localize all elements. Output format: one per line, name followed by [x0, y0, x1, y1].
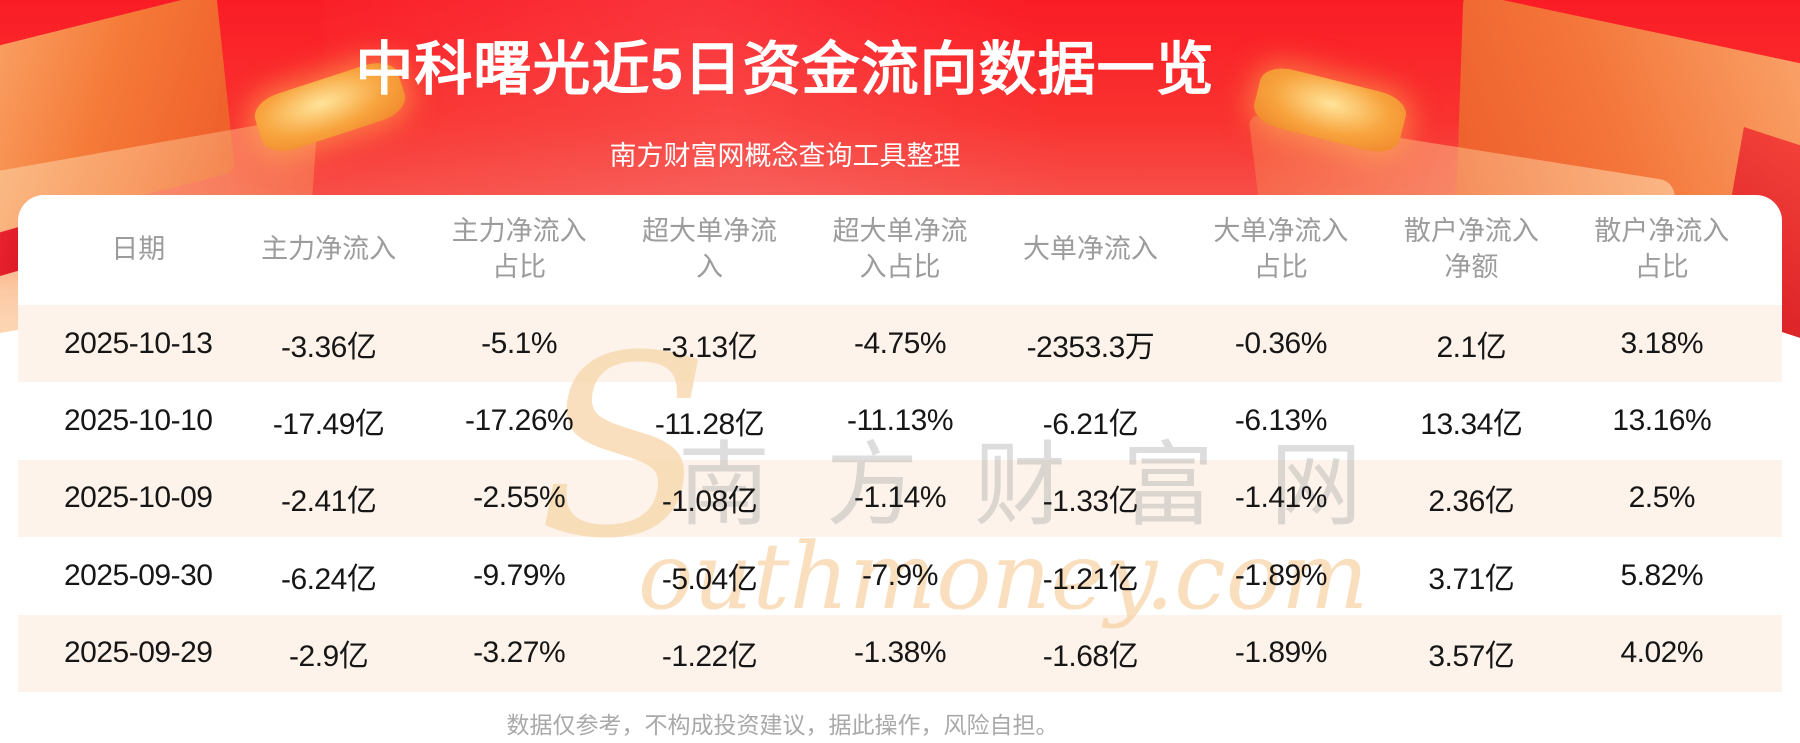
table-row: 2025-10-09 -2.41亿 -2.55% -1.08亿 -1.14% -…	[18, 459, 1782, 538]
cell-value: 3.57亿	[1428, 640, 1515, 674]
cell-value: -6.24亿	[280, 562, 377, 596]
column-header-large-order-net-inflow-ratio: 大单净流入 占比	[1213, 216, 1349, 282]
cell-value: -7.9%	[862, 558, 938, 592]
cell-value: -2.9亿	[289, 640, 369, 674]
cell-value: 4.02%	[1620, 636, 1704, 670]
cell-date: 2025-09-29	[63, 636, 213, 670]
column-header-main-net-inflow: 主力净流入	[261, 234, 397, 265]
cell-value: -1.89%	[1234, 558, 1328, 592]
footer: 数据仅参考，不构成投资建议，据此操作，风险自担。	[0, 706, 1565, 740]
cell-value: -1.68亿	[1042, 640, 1139, 674]
cell-value: -17.49亿	[272, 408, 385, 442]
cell-value: -17.26%	[464, 404, 574, 438]
cell-value: -5.04亿	[661, 562, 758, 596]
table-header-row: 日期 主力净流入 主力净流入 占比 超大单净流 入 超大单净流 入占比 大单净流…	[43, 195, 1757, 305]
cell-value: -3.36亿	[280, 330, 377, 364]
column-header-retail-net-inflow-ratio: 散户净流入 占比	[1594, 216, 1730, 282]
cell-date: 2025-10-09	[63, 481, 213, 515]
cell-value: -1.33亿	[1042, 485, 1139, 519]
cell-value: -3.27%	[473, 636, 566, 670]
cell-value: -11.28亿	[654, 408, 765, 442]
column-header-retail-net-inflow: 散户净流入 净额	[1403, 216, 1539, 282]
cell-value: -6.21亿	[1042, 408, 1139, 442]
cell-date: 2025-10-13	[63, 326, 213, 360]
fund-flow-table-card: S 南方财富网 outhmoney.com 日期 主力净流入 主力净流入 占比 …	[18, 195, 1782, 693]
table-row: 2025-10-10 -17.49亿 -17.26% -11.28亿 -11.1…	[43, 382, 1757, 459]
cell-value: -1.21亿	[1042, 562, 1139, 596]
banner-highlight-decoration	[324, 0, 1224, 224]
cell-value: -2.55%	[473, 481, 566, 515]
table-row: 2025-09-30 -6.24亿 -9.79% -5.04亿 -7.9% -1…	[43, 537, 1757, 614]
table-row: 2025-10-13 -3.36亿 -5.1% -3.13亿 -4.75% -2…	[18, 305, 1782, 383]
cell-value: 2.5%	[1628, 481, 1696, 515]
cell-value: -1.14%	[853, 481, 947, 515]
cell-value: 3.71亿	[1428, 562, 1515, 596]
cell-value: -11.13%	[846, 404, 954, 438]
cell-value: 3.18%	[1620, 326, 1704, 360]
page-subtitle: 南方财富网概念查询工具整理	[609, 141, 961, 171]
cell-value: -1.89%	[1234, 636, 1328, 670]
banner-text-block: 中科曙光近5日资金流向数据一览 南方财富网概念查询工具整理	[0, 22, 1570, 173]
cell-value: -3.13亿	[661, 330, 758, 364]
cell-value: -0.36%	[1234, 326, 1328, 360]
cell-value: -2353.3万	[1026, 330, 1155, 364]
cell-value: -1.22亿	[661, 640, 758, 674]
cell-value: -1.38%	[853, 636, 947, 670]
cell-value: 13.16%	[1612, 404, 1712, 438]
cell-value: -4.75%	[853, 326, 947, 360]
table-row: 2025-09-29 -2.9亿 -3.27% -1.22亿 -1.38% -1…	[18, 614, 1782, 693]
cell-value: -5.1%	[481, 326, 558, 360]
column-header-xl-order-net-inflow-ratio: 超大单净流 入占比	[832, 216, 968, 282]
cell-value: -1.08亿	[661, 485, 758, 519]
cell-value: 5.82%	[1620, 558, 1704, 592]
column-header-date: 日期	[111, 234, 166, 265]
column-header-main-net-inflow-ratio: 主力净流入 占比	[451, 216, 587, 282]
cell-value: 2.36亿	[1428, 485, 1515, 519]
column-header-xl-order-net-inflow: 超大单净流 入	[642, 216, 778, 282]
cell-date: 2025-10-10	[63, 404, 213, 438]
cell-value: 2.1亿	[1436, 330, 1507, 364]
column-header-large-order-net-inflow: 大单净流入	[1022, 234, 1158, 265]
cell-value: 13.34亿	[1420, 408, 1523, 442]
cell-date: 2025-09-30	[63, 558, 213, 592]
page-title: 中科曙光近5日资金流向数据一览	[355, 37, 1215, 102]
cell-value: -2.41亿	[280, 485, 377, 519]
cell-value: -1.41%	[1234, 481, 1328, 515]
cell-value: -6.13%	[1234, 404, 1328, 438]
cell-value: -9.79%	[473, 558, 566, 592]
disclaimer-text: 数据仅参考，不构成投资建议，据此操作，风险自担。	[506, 712, 1059, 738]
